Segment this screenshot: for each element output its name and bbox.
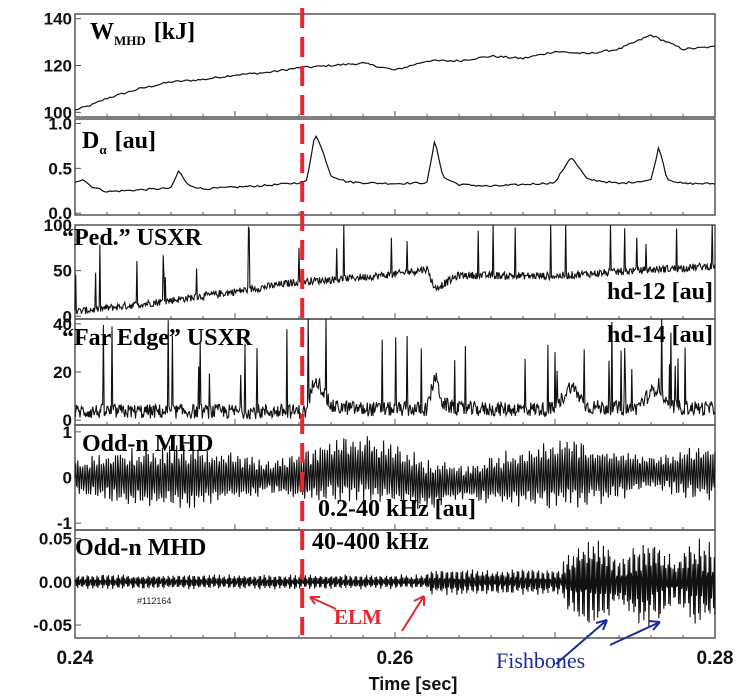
panel-2-title: Dα [au] bbox=[82, 128, 156, 157]
elm-arrow-left bbox=[309, 596, 337, 610]
panel-2-trace bbox=[74, 135, 716, 193]
panel-2-frame bbox=[74, 118, 716, 216]
panel-1-y-tick-label: 120 bbox=[44, 57, 72, 76]
elm-arrow-right bbox=[401, 595, 425, 632]
panel-3-y-tick-label: 0 bbox=[63, 307, 72, 326]
y-tick-labels: 1401201001.00.50.01005004020010-10.050.0… bbox=[33, 10, 72, 635]
panel-1-y-tick-label: 100 bbox=[44, 103, 72, 122]
panel-traces bbox=[74, 34, 716, 627]
panel-frames bbox=[74, 13, 716, 639]
panel-6-y-tick-label: 0.00 bbox=[39, 573, 72, 592]
x-tick-label: 0.26 bbox=[377, 648, 414, 669]
panel-6-y-tick-label: -0.05 bbox=[33, 616, 72, 635]
shot-number: #112164 bbox=[137, 596, 171, 606]
fishbones-label: Fishbones bbox=[496, 648, 585, 673]
panel-3-title: “Ped.” USXR bbox=[62, 225, 203, 251]
panel-4-y-tick-label: 20 bbox=[53, 363, 72, 382]
x-axis-label: Time [sec] bbox=[369, 674, 458, 694]
panel-5-y-tick-label: -1 bbox=[57, 514, 72, 533]
panel-5-right-label: 0.2-40 kHz [au] bbox=[318, 496, 476, 522]
panel-4-right-label: hd-14 [au] bbox=[607, 322, 713, 348]
panel-2-y-tick-label: 0.5 bbox=[48, 159, 72, 178]
x-tick-labels: 0.24 0.26 0.28 bbox=[57, 648, 734, 669]
panel-1-trace bbox=[75, 34, 716, 111]
panel-2-y-tick-label: 1.0 bbox=[48, 114, 72, 133]
fishbone-arrow-2 bbox=[609, 620, 661, 646]
panel-6-right-label: 40-400 kHz bbox=[312, 529, 429, 555]
panel-5-title: Odd-n MHD bbox=[82, 431, 213, 457]
panel-4-y-tick-label: 0 bbox=[63, 411, 72, 430]
panel-3-y-tick-label: 100 bbox=[44, 216, 72, 235]
x-tick-label: 0.24 bbox=[57, 648, 94, 669]
panel-4-trace bbox=[74, 318, 716, 421]
panel-4-y-tick-label: 40 bbox=[53, 315, 72, 334]
x-tick-label: 0.28 bbox=[697, 648, 734, 669]
panel-3-right-label: hd-12 [au] bbox=[607, 279, 713, 305]
fishbone-arrow-1 bbox=[555, 619, 608, 665]
panel-5-y-tick-label: 1 bbox=[63, 423, 72, 442]
panel-3-trace bbox=[74, 224, 716, 315]
panel-3-y-tick-label: 50 bbox=[53, 262, 72, 281]
panel-1-title: WMHD [kJ] bbox=[90, 19, 195, 48]
panel-5-trace bbox=[74, 436, 716, 510]
panel-6-title: Odd-n MHD bbox=[75, 535, 206, 561]
panel-5-y-tick-label: 0 bbox=[63, 469, 72, 488]
elm-arrows bbox=[309, 595, 425, 632]
panel-1-y-tick-label: 140 bbox=[44, 10, 72, 29]
panel-6-y-tick-label: 0.05 bbox=[39, 530, 72, 549]
panel-6-trace bbox=[74, 538, 716, 627]
elm-label: ELM bbox=[334, 605, 382, 629]
panel-4-title: “Far Edge” USXR bbox=[62, 325, 253, 351]
fishbones-arrows bbox=[555, 619, 661, 665]
panel-2-y-tick-label: 0.0 bbox=[48, 204, 72, 223]
